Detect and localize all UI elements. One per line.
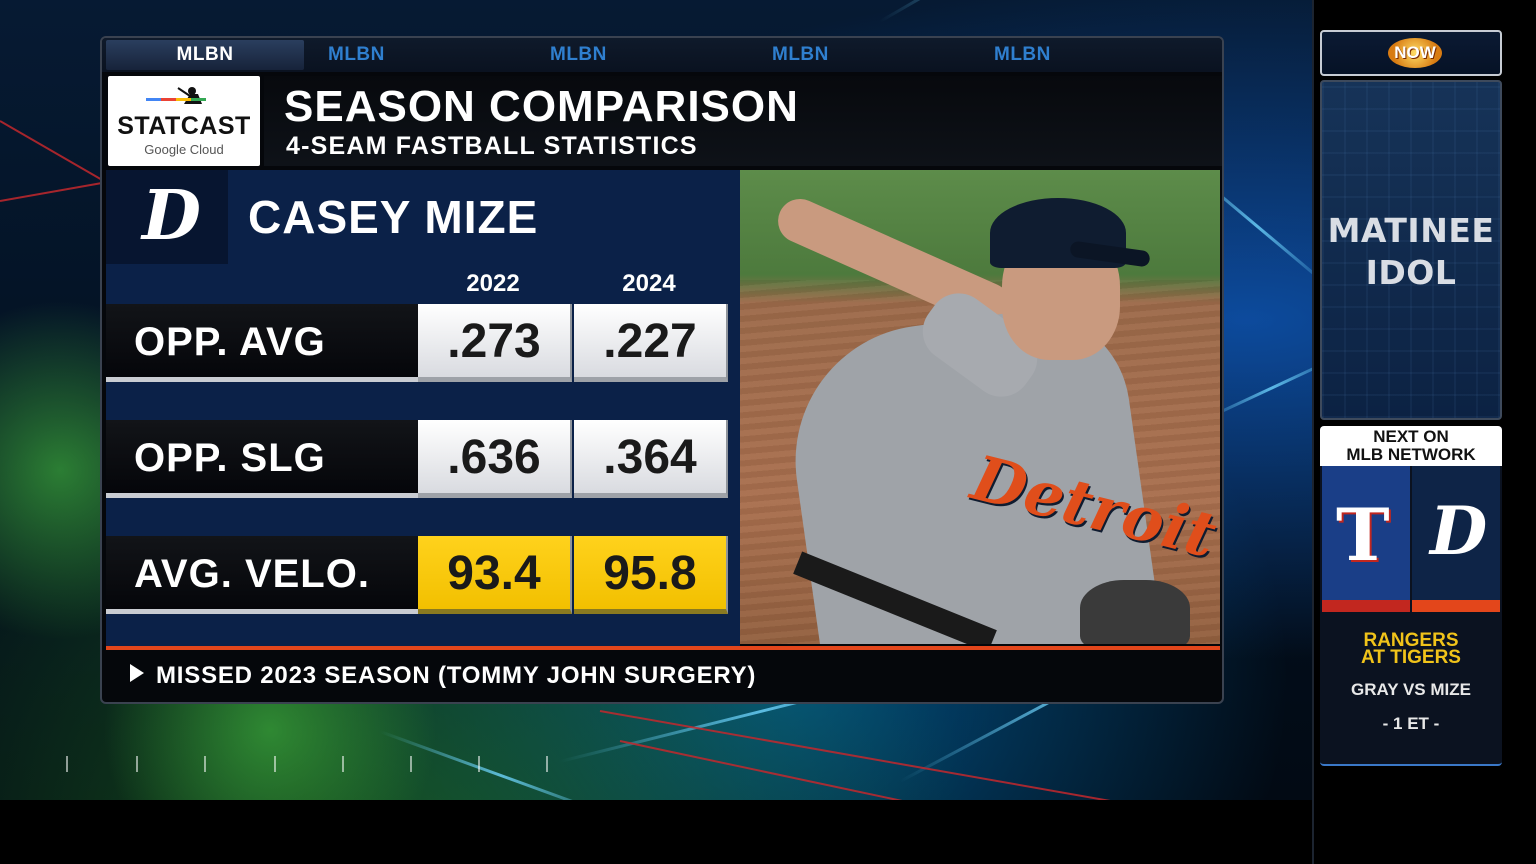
network-tab-strip: MLBN MLBN MLBN MLBN MLBN xyxy=(102,38,1222,72)
letterbox-bar xyxy=(0,800,1312,864)
column-header: 2022 xyxy=(466,270,520,297)
rangers-t-logo-icon: T xyxy=(1336,492,1390,577)
player-name: CASEY MIZE xyxy=(248,191,539,243)
stat-label: AVG. VELO. xyxy=(106,536,418,614)
stat-value: .364 xyxy=(574,420,728,498)
baseball-glove xyxy=(1080,580,1190,644)
column-header: 2024 xyxy=(622,270,676,297)
stat-label-text: AVG. VELO. xyxy=(134,552,370,596)
show-title: MATINEE IDOL xyxy=(1322,210,1500,294)
matchup-line: AT TIGERS xyxy=(1361,647,1461,668)
stat-value-highlighted: 93.4 xyxy=(418,536,572,614)
home-team-logo: D xyxy=(1412,466,1500,612)
next-on-line: NEXT ON xyxy=(1373,427,1449,446)
network-tab: MLBN xyxy=(550,44,607,65)
stat-label: OPP. AVG xyxy=(106,304,418,382)
pitching-matchup: GRAY VS MIZE xyxy=(1351,680,1471,699)
matchup-text: RANGERS AT TIGERS xyxy=(1320,630,1502,668)
next-on-panel: NEXT ON MLB NETWORK T D RANGERS AT TIGER… xyxy=(1320,426,1502,766)
graphic-title: SEASON COMPARISON xyxy=(284,82,799,131)
statcast-wordmark: STATCAST xyxy=(117,112,251,140)
show-title-line: IDOL xyxy=(1365,253,1457,292)
tigers-d-logo-icon: D xyxy=(142,176,201,256)
mlb-now-box: NOW xyxy=(1320,30,1502,76)
current-show-panel: MATINEE IDOL xyxy=(1320,80,1502,420)
play-triangle-icon xyxy=(130,664,144,682)
stat-label-text: OPP. SLG xyxy=(134,436,326,480)
tigers-d-logo-icon: D xyxy=(1430,492,1488,570)
next-on-line: MLB NETWORK xyxy=(1346,445,1476,464)
next-on-header: NEXT ON MLB NETWORK xyxy=(1320,426,1502,466)
network-tab: MLBN xyxy=(994,44,1051,65)
show-title-line: MATINEE xyxy=(1327,211,1495,250)
away-team-logo: T xyxy=(1322,466,1410,612)
footnote: MISSED 2023 SEASON (TOMMY JOHN SURGERY) xyxy=(130,662,756,690)
player-photo: Detroit xyxy=(740,170,1220,644)
title-bar: SEASON COMPARISON 4-SEAM FASTBALL STATIS… xyxy=(264,76,1222,166)
stat-value: .273 xyxy=(418,304,572,382)
game-time: - 1 ET - xyxy=(1382,714,1440,733)
team-logo: D xyxy=(106,170,228,264)
stats-table: D CASEY MIZE 2022 2024 OPP. AVG .273 .22… xyxy=(106,170,740,648)
graphic-subtitle: 4-SEAM FASTBALL STATISTICS xyxy=(286,132,698,160)
google-cloud-label: Google Cloud xyxy=(144,142,224,157)
google-color-bar xyxy=(146,98,206,101)
stat-label-text: OPP. AVG xyxy=(134,320,326,364)
mlb-batter-icon xyxy=(177,87,202,104)
season-comparison-graphic: MLBN MLBN MLBN MLBN MLBN STATCAST Google… xyxy=(100,36,1224,704)
network-tab: MLBN xyxy=(328,44,385,65)
footnote-text: MISSED 2023 SEASON (TOMMY JOHN SURGERY) xyxy=(156,662,757,689)
stat-value-highlighted: 95.8 xyxy=(574,536,728,614)
accent-divider xyxy=(106,646,1220,650)
right-rail: NOW MATINEE IDOL NEXT ON MLB NETWORK T D… xyxy=(1312,0,1536,864)
statcast-logo: STATCAST Google Cloud xyxy=(108,76,260,166)
network-tab: MLBN xyxy=(772,44,829,65)
stat-value: .227 xyxy=(574,304,728,382)
matchup-line: RANGERS xyxy=(1363,630,1459,651)
stat-value: .636 xyxy=(418,420,572,498)
stat-label: OPP. SLG xyxy=(106,420,418,498)
network-tab: MLBN xyxy=(106,40,304,70)
mlb-now-logo: NOW xyxy=(1388,38,1442,68)
